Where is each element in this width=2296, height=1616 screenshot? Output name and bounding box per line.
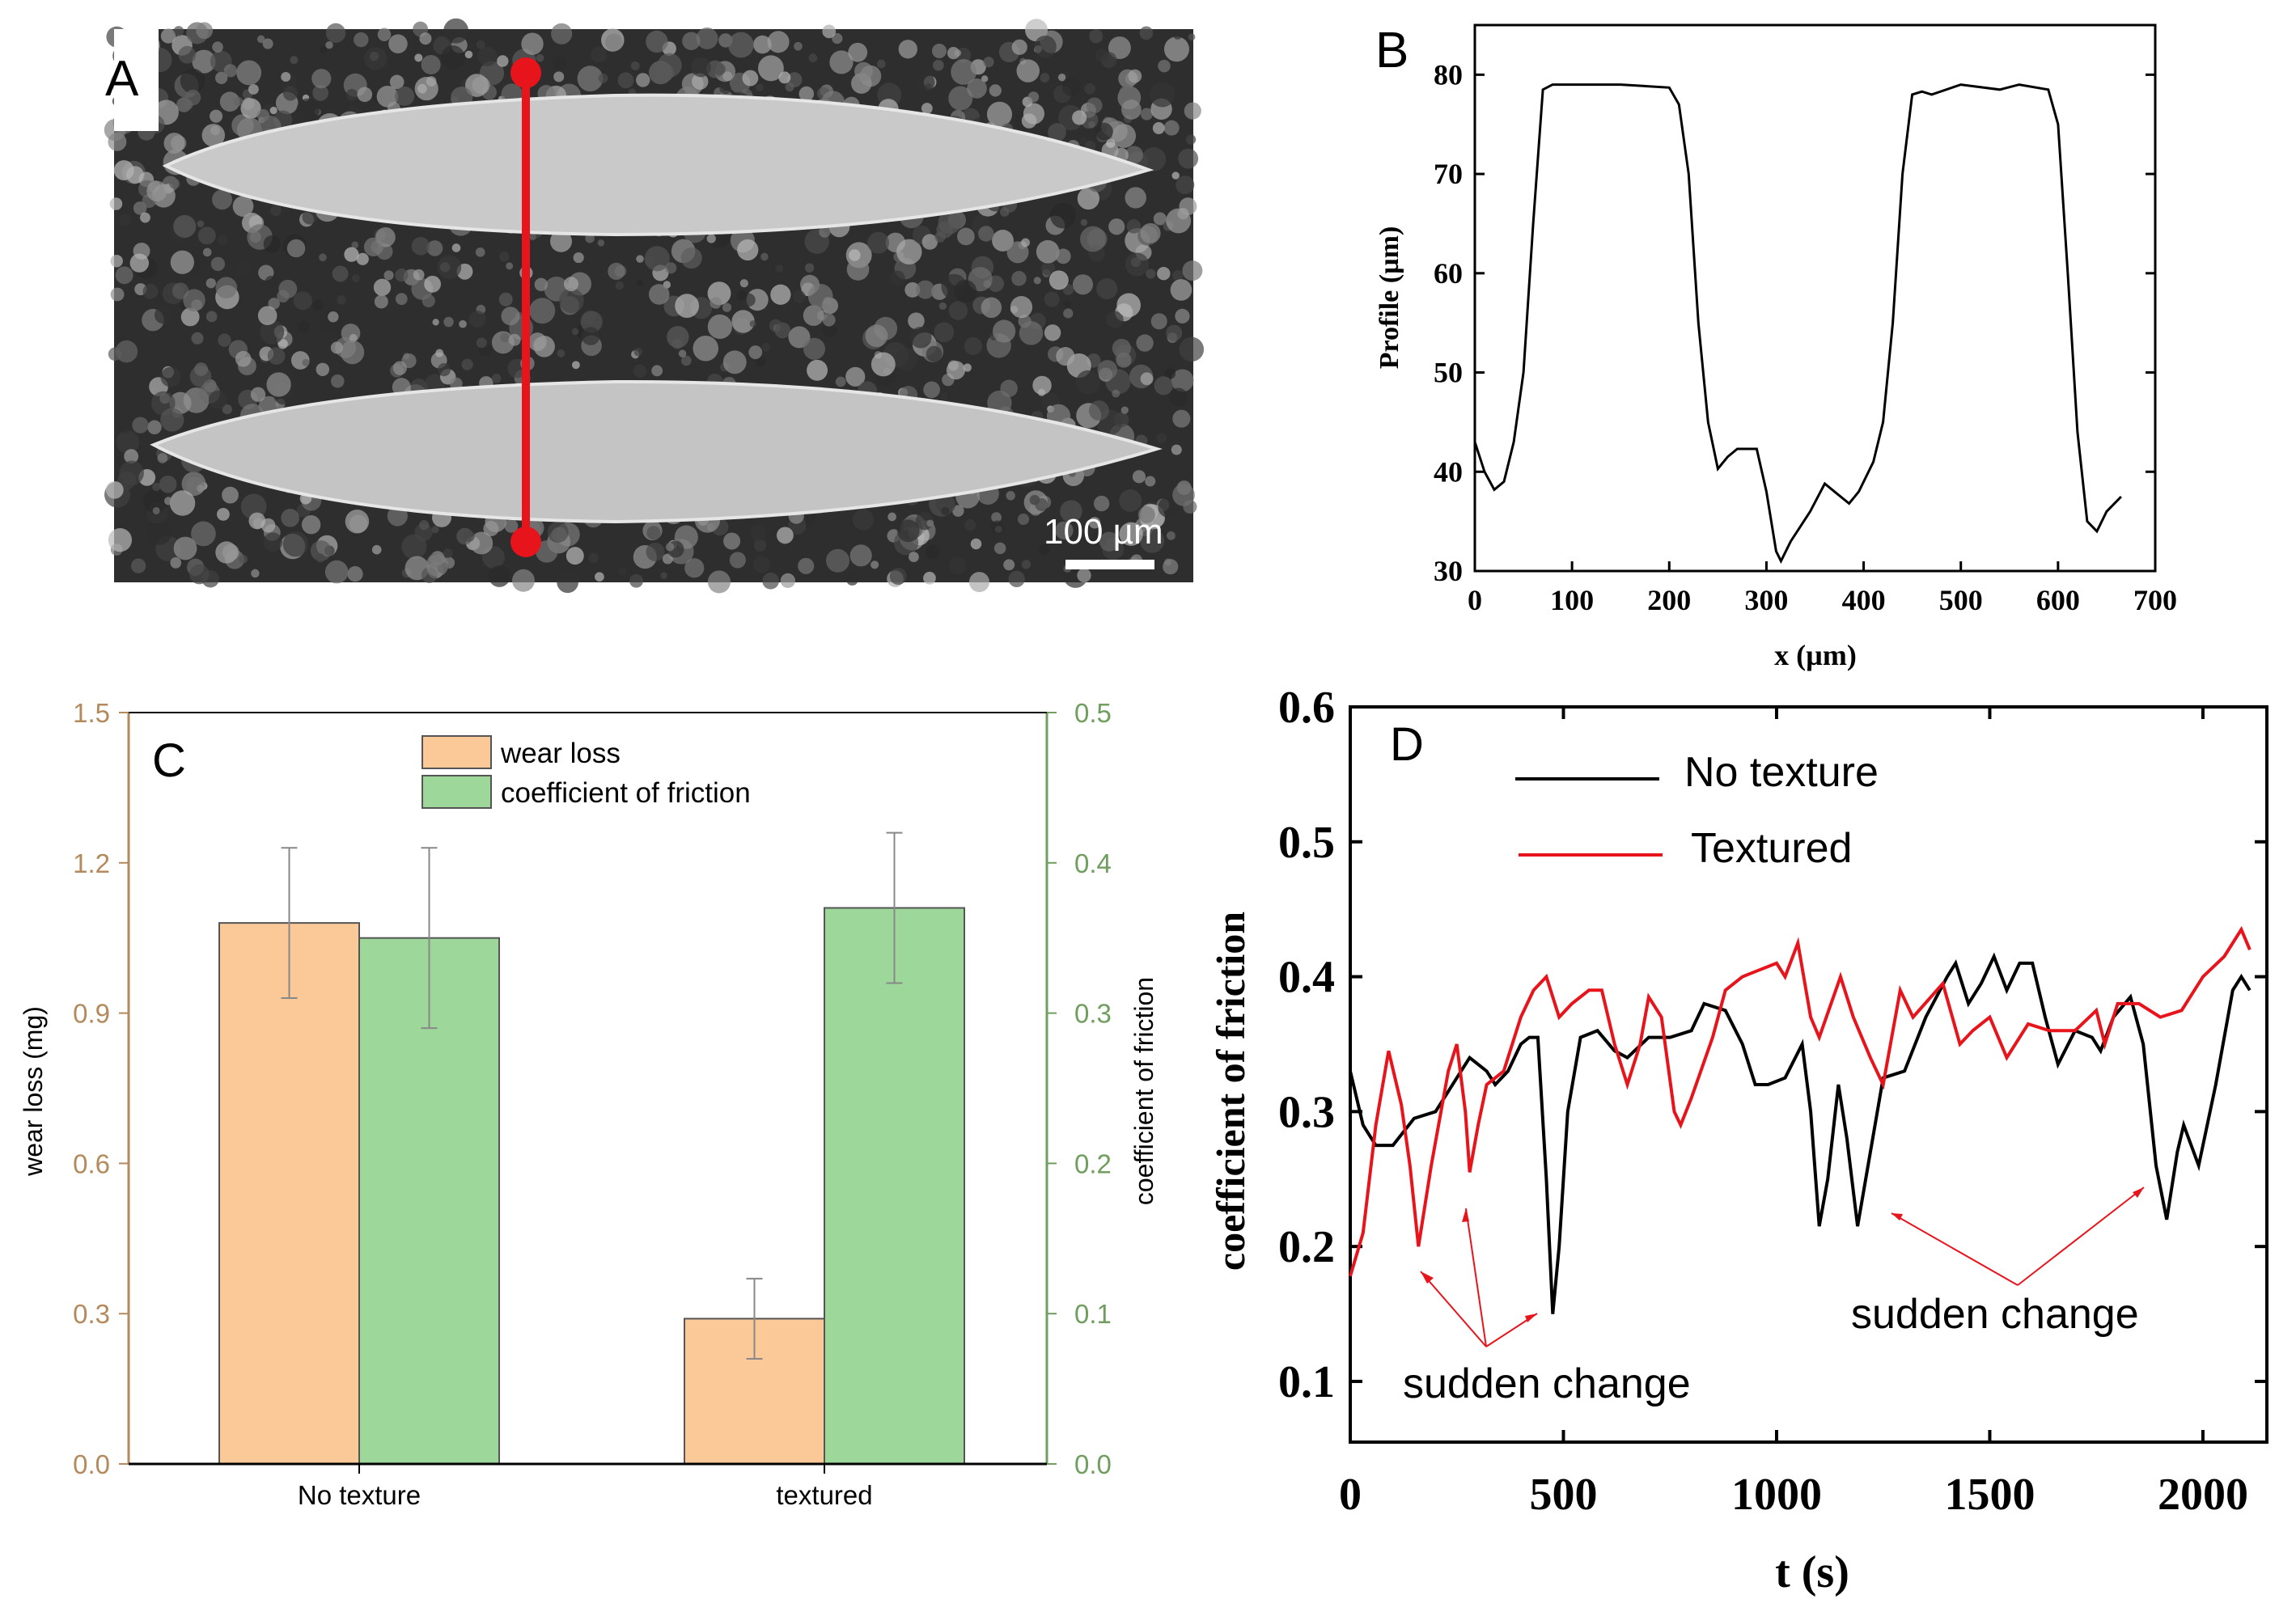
textured-series-line <box>1349 925 2252 1277</box>
x-tick-label: 500 <box>1939 584 1983 616</box>
y-tick-label: 0.4 <box>1278 953 1335 1003</box>
y-tick-label: 0.0 <box>73 1449 110 1479</box>
panel-label-b: B <box>1375 23 1409 78</box>
scale-bar <box>1065 560 1154 569</box>
legend-label-textured: Textured <box>1691 825 1852 872</box>
y-tick-label: 70 <box>1434 158 1463 190</box>
x-tick-label: 2000 <box>2158 1470 2248 1520</box>
y-tick-label: 0.5 <box>1278 818 1335 868</box>
x-tick-label: 400 <box>1842 584 1886 616</box>
panel-label-a: A <box>105 51 139 107</box>
y-tick-label: 1.2 <box>73 848 110 878</box>
y-tick-label: 80 <box>1434 58 1463 91</box>
profile-series-line <box>1473 83 2122 565</box>
profile-line-start-marker[interactable] <box>510 57 541 88</box>
y-tick-label: 0.2 <box>1278 1222 1335 1272</box>
panel-c-bar-chart: C No texture textured 0.0 0.3 0.6 0.9 1.2 1.5 0.… <box>19 698 1159 1510</box>
y-axis-label: Profile (µm) <box>1375 226 1404 370</box>
y-tick-label: 0.3 <box>73 1299 110 1329</box>
groove-bottom <box>150 379 1163 524</box>
scale-bar-label: 100 µm <box>1044 512 1163 552</box>
legend-swatch-wear-loss <box>421 735 492 769</box>
y-tick-label: 40 <box>1434 455 1463 488</box>
panel-a-micrograph: A 100 µm <box>104 18 1205 594</box>
groove-top <box>162 93 1154 237</box>
x-tick-label: 1000 <box>1731 1470 1822 1520</box>
y-tick-label: 0.6 <box>73 1149 110 1178</box>
y-tick-label: 0.6 <box>1278 683 1335 733</box>
y-tick-label-right: 0.0 <box>1074 1449 1112 1479</box>
y-tick-label: 50 <box>1434 357 1463 389</box>
plot-frame <box>1473 23 2157 573</box>
annotation-sudden-change-left: sudden change <box>1403 1360 1691 1407</box>
y-tick-label: 0.1 <box>1278 1357 1335 1407</box>
left-axis-label: wear loss (mg) <box>19 1006 48 1177</box>
y-tick-label: 60 <box>1434 257 1463 290</box>
x-tick-label: 300 <box>1744 584 1788 616</box>
x-tick-label: 1500 <box>1944 1470 2035 1520</box>
category-label: textured <box>776 1480 872 1510</box>
x-tick-label: 0 <box>1339 1470 1362 1520</box>
x-tick-label: 0 <box>1468 584 1482 616</box>
bar-coefficient-of-friction <box>824 907 965 1466</box>
panel-d-friction-chart: 0 500 1000 1500 2000 0.1 0.2 0.3 0.4 0.5 0.6 D No … <box>1208 683 2268 1597</box>
panel-label-d: D <box>1390 718 1424 771</box>
panel-b-profile-chart: B 0 100 200 300 400 500 600 700 30 40 50 60 70 80 x (… <box>1375 23 2177 671</box>
legend-swatch-cof <box>421 775 492 809</box>
y-tick-label-right: 0.5 <box>1074 698 1112 728</box>
y-tick-label: 0.9 <box>73 999 110 1029</box>
annotation-arrows <box>1420 1187 2145 1347</box>
x-tick-label: 100 <box>1550 584 1594 616</box>
y-tick-label: 1.5 <box>73 698 110 728</box>
y-tick-label-right: 0.3 <box>1074 999 1112 1029</box>
x-tick-label: 700 <box>2133 584 2177 616</box>
y-tick-label-right: 0.2 <box>1074 1149 1112 1178</box>
legend-label-no-texture: No texture <box>1684 749 1879 796</box>
y-axis-label: coefficient of friction <box>1208 912 1253 1271</box>
bar-wear-loss <box>218 922 360 1465</box>
legend: wear loss coefficient of friction <box>421 735 751 809</box>
legend-label-wear-loss: wear loss <box>500 738 621 769</box>
x-axis-label: t (s) <box>1775 1547 1849 1597</box>
x-tick-label: 600 <box>2036 584 2080 616</box>
legend-label-cof: coefficient of friction <box>501 777 751 809</box>
annotation-sudden-change-right: sudden change <box>1851 1291 2139 1338</box>
y-tick-label: 0.3 <box>1278 1087 1335 1137</box>
category-label: No texture <box>298 1480 421 1510</box>
profile-line-end-marker[interactable] <box>510 527 541 557</box>
x-tick-label: 200 <box>1647 584 1691 616</box>
right-axis-label: coefficient of friction <box>1129 977 1159 1205</box>
x-tick-label: 500 <box>1529 1470 1597 1520</box>
x-axis-label: x (µm) <box>1774 639 1857 671</box>
y-tick-label-right: 0.4 <box>1074 848 1112 878</box>
y-tick-label: 30 <box>1434 555 1463 587</box>
panel-label-c: C <box>152 734 186 787</box>
y-tick-label-right: 0.1 <box>1074 1299 1112 1329</box>
